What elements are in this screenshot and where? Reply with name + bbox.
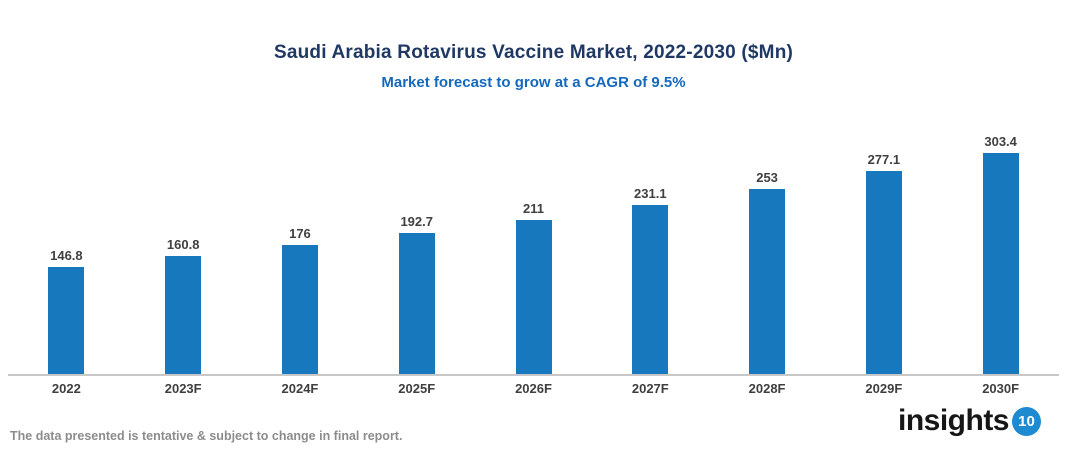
- bar: [48, 267, 85, 374]
- bar-value-label: 146.8: [50, 248, 83, 263]
- bar-chart-plot: 146.8 160.8 176 192.7 211 231.1 253 277.1 303.4: [8, 134, 1059, 374]
- x-axis-label: 2025F: [398, 381, 436, 396]
- bar-value-label: 277.1: [867, 152, 901, 167]
- bar-value-label: 303.4: [984, 134, 1017, 149]
- bar-group: 303.4: [942, 134, 1059, 374]
- bar-group: 160.8: [125, 134, 242, 374]
- x-axis-label: 2029F: [865, 381, 903, 396]
- x-axis-label: 2026F: [515, 381, 552, 396]
- bar-value-label: 231.1: [634, 186, 667, 201]
- x-axis-label: 2030F: [982, 381, 1020, 396]
- chart-title: Saudi Arabia Rotavirus Vaccine Market, 2…: [273, 42, 794, 63]
- bar-value-label: 176: [289, 226, 311, 241]
- bar-value-label: 253: [756, 170, 778, 185]
- bar-group: 192.7: [358, 134, 475, 374]
- bar-value-label: 192.7: [400, 214, 433, 229]
- logo-badge: 10: [1012, 406, 1041, 436]
- footer-note: The data presented is tentative & subjec…: [10, 429, 403, 443]
- bar: [165, 256, 202, 374]
- bar-group: 176: [242, 134, 359, 374]
- bar: [398, 233, 435, 374]
- bar-group: 231.1: [592, 134, 709, 374]
- bar-group: 277.1: [825, 134, 942, 374]
- bar: [515, 220, 552, 374]
- chart-header: Saudi Arabia Rotavirus Vaccine Market, 2…: [0, 42, 1067, 91]
- bar-group: 146.8: [8, 134, 125, 374]
- x-axis-labels: 2022 2023F 2024F 2025F 2026F 2027F 2028F 2029F 2…: [8, 381, 1059, 396]
- x-axis-line: [8, 374, 1059, 376]
- insights10-logo: insights 10: [898, 406, 1041, 436]
- bar: [632, 205, 669, 374]
- bar: [982, 153, 1019, 374]
- bar-group: 253: [709, 134, 826, 374]
- x-axis-label: 2024F: [281, 381, 319, 396]
- bar-group: 211: [475, 134, 592, 374]
- bar: [281, 245, 318, 374]
- x-axis-label: 2022: [51, 381, 81, 396]
- logo-text: insights: [897, 404, 1010, 437]
- bar: [865, 171, 902, 374]
- bar-value-label: 211: [523, 201, 544, 216]
- x-axis-label: 2023F: [164, 381, 202, 396]
- bar-value-label: 160.8: [166, 237, 200, 252]
- x-axis-label: 2027F: [631, 381, 669, 396]
- bar: [749, 189, 786, 374]
- chart-subtitle: Market forecast to grow at a CAGR of 9.5…: [381, 74, 686, 91]
- x-axis-label: 2028F: [748, 381, 786, 396]
